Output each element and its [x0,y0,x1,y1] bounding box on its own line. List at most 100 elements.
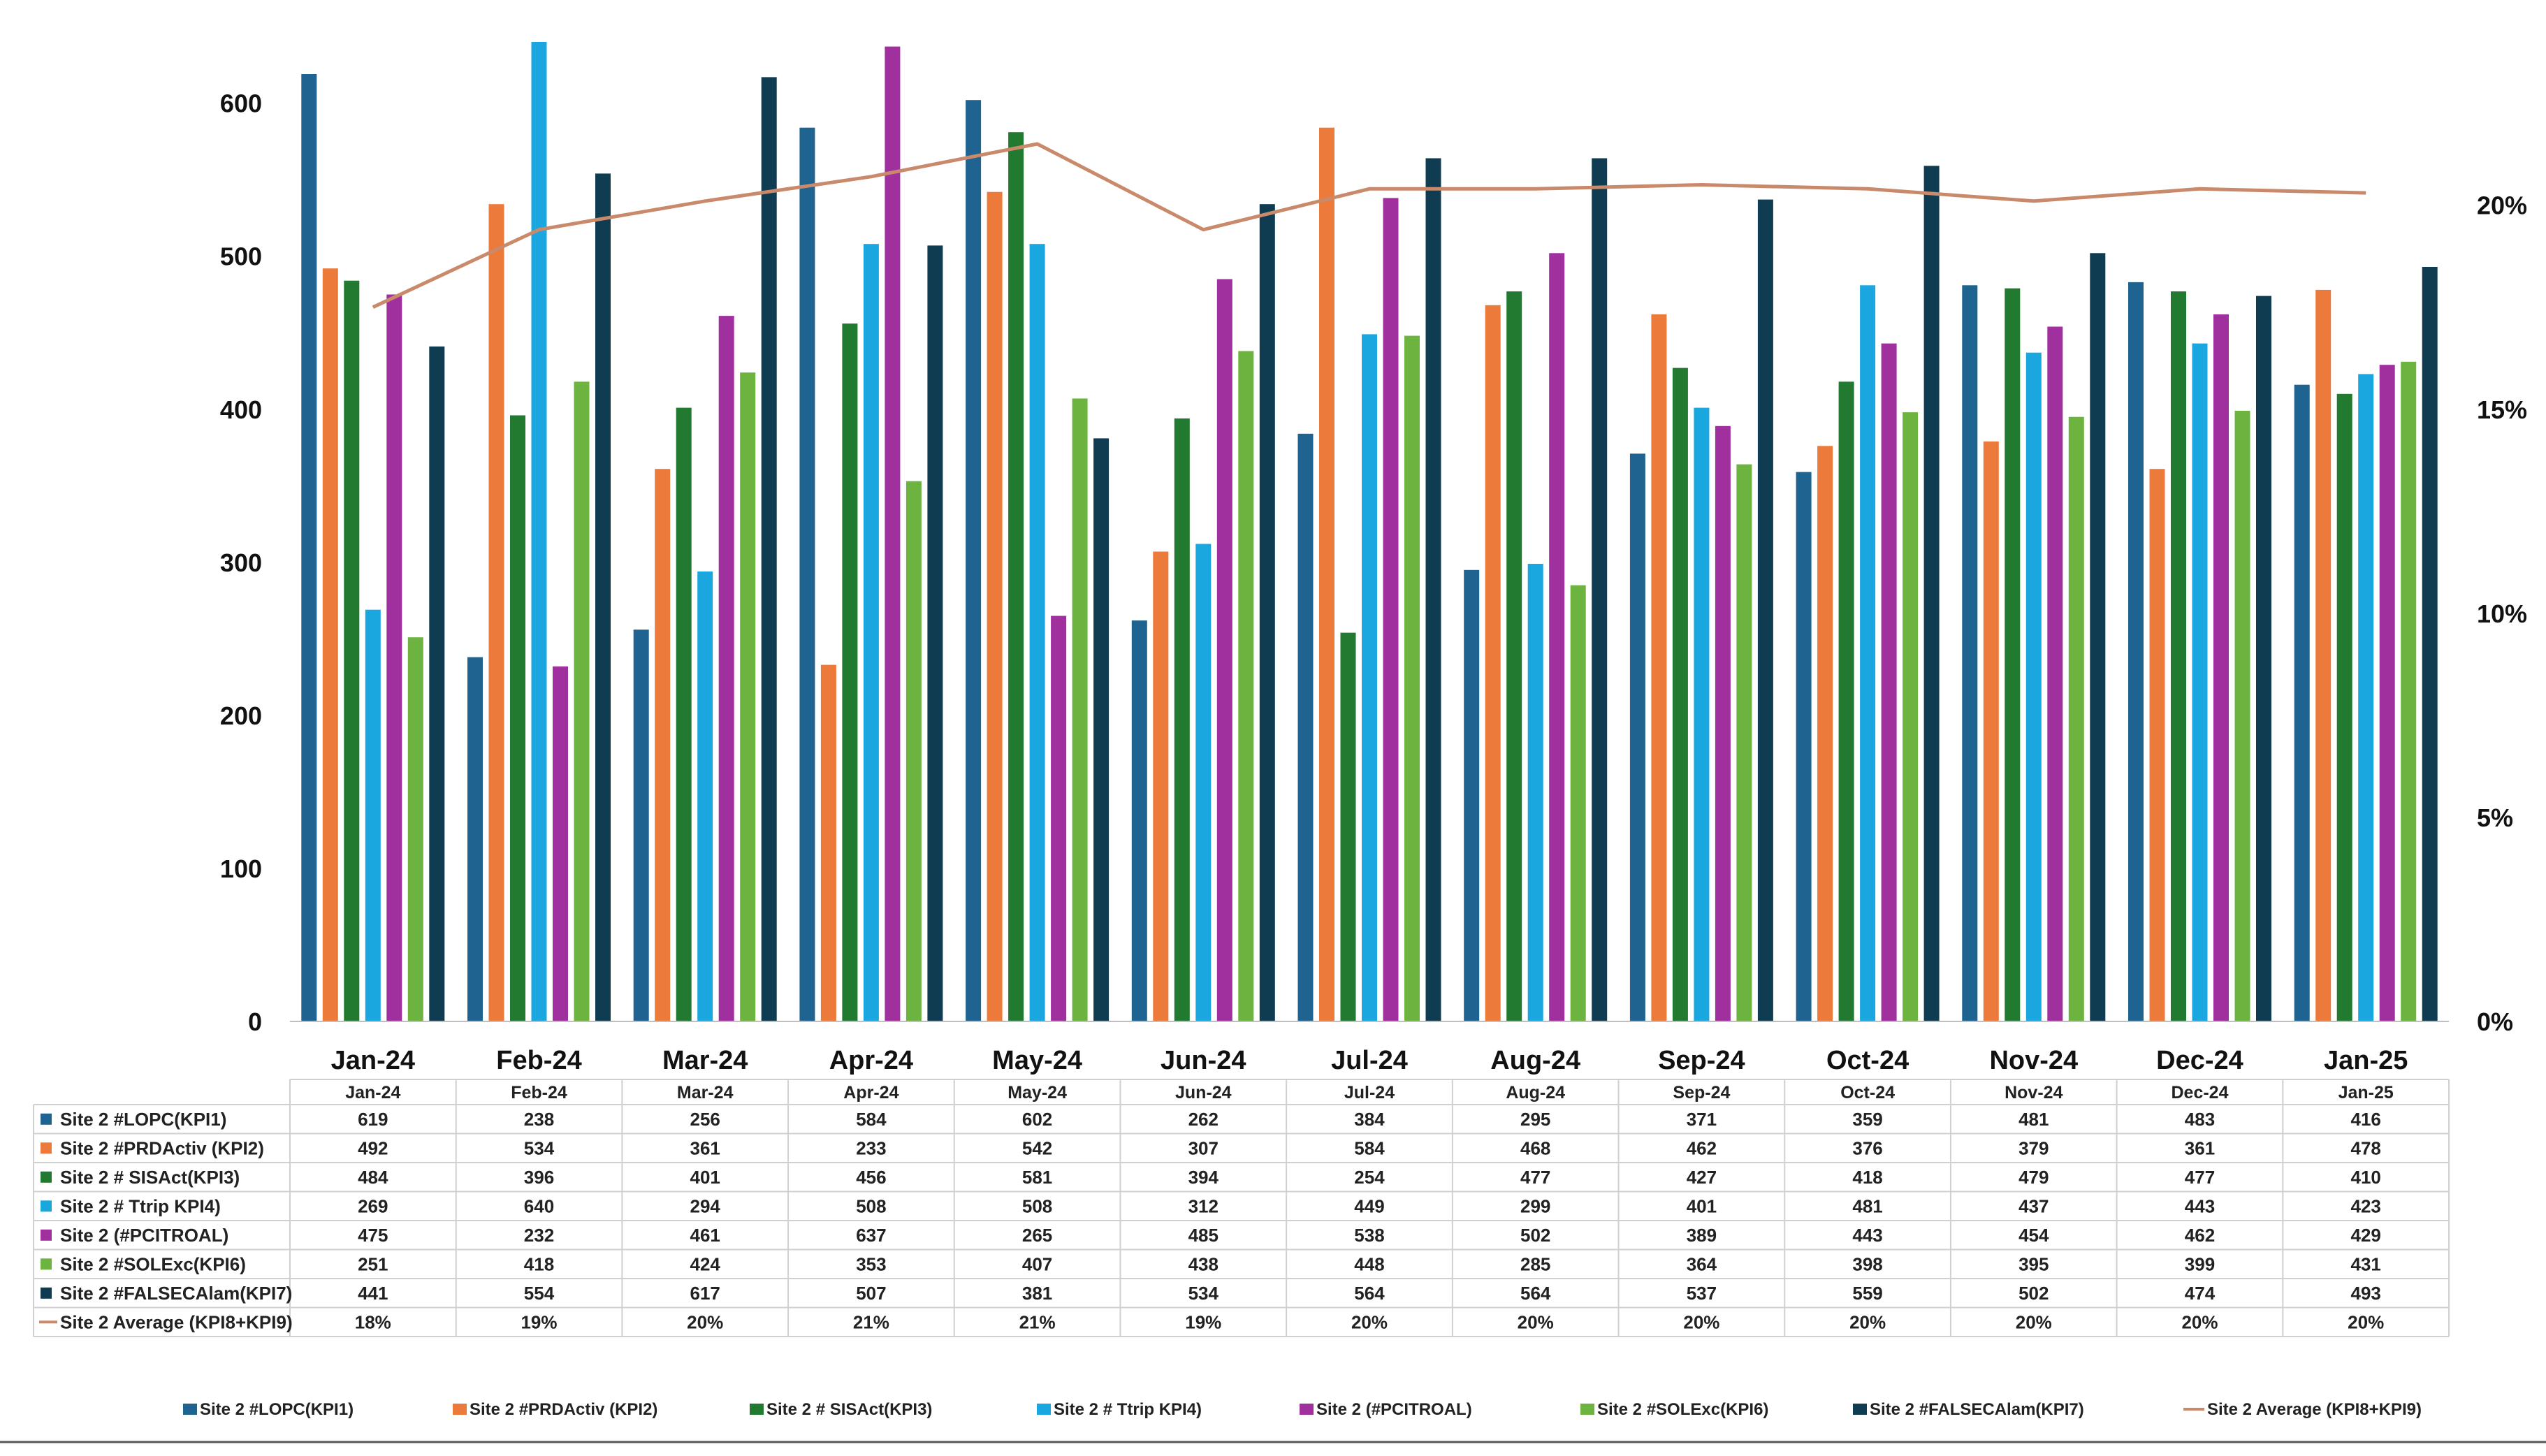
table-cell-site-2-solexc-kpi6-jun-24: 438 [1188,1253,1219,1274]
table-rowlabel-site-2-average-kpi8-kpi9: Site 2 Average (KPI8+KPI9) [60,1311,293,1332]
bar-site-2-prdactiv-kpi2-mar-24 [655,469,670,1021]
table-cell-site-2-solexc-kpi6-nov-24: 395 [2018,1253,2049,1274]
table-cell-site-2-sisact-kpi3-nov-24: 479 [2018,1167,2049,1188]
legend-label-site-2-pcitroal: Site 2 (#PCITROAL) [1316,1400,1472,1419]
table-cell-site-2-falsecalam-kpi7-dec-24: 474 [2185,1283,2216,1304]
bar-site-2-falsecalam-kpi7-aug-24 [1592,159,1607,1022]
table-cell-site-2-ttrip-kpi4-dec-24: 443 [2185,1195,2215,1216]
bar-site-2-sisact-kpi3-aug-24 [1506,291,1522,1021]
table-cell-site-2-falsecalam-kpi7-oct-24: 559 [1852,1283,1882,1304]
bar-site-2-lopc-kpi1-jan-25 [2294,385,2310,1021]
table-cell-site-2-pcitroal-dec-24: 462 [2185,1225,2215,1246]
bar-site-2-sisact-kpi3-nov-24 [2005,289,2020,1021]
table-cell-site-2-sisact-kpi3-jun-24: 394 [1188,1167,1219,1188]
table-cell-site-2-solexc-kpi6-aug-24: 285 [1520,1253,1550,1274]
bar-site-2-sisact-kpi3-apr-24 [842,323,857,1021]
bar-site-2-solexc-kpi6-aug-24 [1571,585,1586,1021]
table-cell-site-2-solexc-kpi6-jul-24: 448 [1354,1253,1384,1274]
bar-site-2-lopc-kpi1-mar-24 [634,629,649,1021]
x-tick-oct-24: Oct-24 [1826,1046,1909,1075]
x-tick-may-24: May-24 [992,1046,1082,1075]
table-cell-site-2-sisact-kpi3-oct-24: 418 [1852,1167,1882,1188]
table-cell-site-2-solexc-kpi6-oct-24: 398 [1852,1253,1882,1274]
table-cell-site-2-prdactiv-kpi2-jun-24: 307 [1188,1137,1219,1158]
table-cell-site-2-pcitroal-jul-24: 538 [1354,1225,1384,1246]
x-tick-dec-24: Dec-24 [2156,1046,2243,1075]
table-cell-site-2-pcitroal-jan-24: 475 [358,1225,388,1246]
table-key-site-2-lopc-kpi1 [41,1114,52,1125]
table-cell-site-2-prdactiv-kpi2-nov-24: 379 [2018,1137,2049,1158]
table-cell-site-2-ttrip-kpi4-oct-24: 481 [1852,1195,1882,1216]
bar-site-2-prdactiv-kpi2-dec-24 [2150,469,2165,1021]
bar-site-2-falsecalam-kpi7-oct-24 [1924,166,1940,1021]
bar-site-2-solexc-kpi6-jan-24 [408,637,423,1021]
bar-site-2-sisact-kpi3-oct-24 [1839,381,1854,1021]
table-cell-site-2-falsecalam-kpi7-feb-24: 554 [524,1283,555,1304]
table-cell-site-2-pcitroal-jun-24: 485 [1188,1225,1219,1246]
table-cell-site-2-falsecalam-kpi7-sep-24: 537 [1687,1283,1717,1304]
legend-label-site-2-lopc-kpi1: Site 2 #LOPC(KPI1) [200,1400,354,1419]
table-cell-site-2-sisact-kpi3-jul-24: 254 [1354,1167,1385,1188]
table-cell-site-2-average-kpi8-kpi9-aug-24: 20% [1518,1311,1554,1332]
bar-site-2-sisact-kpi3-may-24 [1008,132,1024,1021]
bar-site-2-prdactiv-kpi2-nov-24 [1984,442,1999,1021]
table-cell-site-2-prdactiv-kpi2-jul-24: 584 [1354,1137,1385,1158]
x-tick-mar-24: Mar-24 [662,1046,748,1075]
table-cell-site-2-pcitroal-aug-24: 502 [1520,1225,1550,1246]
bar-site-2-prdactiv-kpi2-aug-24 [1485,305,1501,1021]
table-header-jan-25: Jan-25 [2338,1083,2394,1102]
bar-site-2-ttrip-kpi4-mar-24 [697,572,713,1021]
bar-site-2-solexc-kpi6-may-24 [1072,398,1088,1021]
bar-site-2-ttrip-kpi4-aug-24 [1528,564,1543,1021]
table-cell-site-2-lopc-kpi1-mar-24: 256 [690,1109,720,1130]
table-cell-site-2-sisact-kpi3-jan-25: 410 [2351,1167,2381,1188]
table-cell-site-2-lopc-kpi1-aug-24: 295 [1520,1109,1550,1130]
bar-site-2-prdactiv-kpi2-may-24 [987,192,1003,1021]
table-cell-site-2-prdactiv-kpi2-aug-24: 468 [1520,1137,1550,1158]
table-cell-site-2-average-kpi8-kpi9-apr-24: 21% [853,1311,889,1332]
table-cell-site-2-average-kpi8-kpi9-mar-24: 20% [687,1311,723,1332]
table-cell-site-2-ttrip-kpi4-may-24: 508 [1022,1195,1052,1216]
table-cell-site-2-average-kpi8-kpi9-feb-24: 19% [521,1311,557,1332]
table-cell-site-2-sisact-kpi3-may-24: 581 [1022,1167,1052,1188]
x-tick-aug-24: Aug-24 [1490,1046,1580,1075]
bar-site-2-sisact-kpi3-jun-24 [1174,418,1190,1021]
table-cell-site-2-lopc-kpi1-may-24: 602 [1022,1109,1052,1130]
bar-site-2-prdactiv-kpi2-oct-24 [1817,446,1833,1021]
table-cell-site-2-prdactiv-kpi2-dec-24: 361 [2185,1137,2215,1158]
bar-site-2-falsecalam-kpi7-may-24 [1093,438,1109,1021]
table-cell-site-2-average-kpi8-kpi9-nov-24: 20% [2016,1311,2052,1332]
table-cell-site-2-average-kpi8-kpi9-jan-25: 20% [2348,1311,2384,1332]
table-cell-site-2-pcitroal-mar-24: 461 [690,1225,720,1246]
table-rowlabel-site-2-ttrip-kpi4: Site 2 # Ttrip KPI4) [60,1195,221,1216]
table-cell-site-2-lopc-kpi1-jun-24: 262 [1188,1109,1219,1130]
bar-site-2-lopc-kpi1-may-24 [966,100,981,1021]
bar-site-2-ttrip-kpi4-oct-24 [1860,285,1875,1021]
table-cell-site-2-prdactiv-kpi2-apr-24: 233 [856,1137,886,1158]
legend-key-site-2-pcitroal [1300,1404,1314,1415]
table-cell-site-2-prdactiv-kpi2-may-24: 542 [1022,1137,1052,1158]
y-tick-400: 400 [220,395,262,424]
bar-site-2-pcitroal-may-24 [1051,616,1066,1022]
bar-site-2-ttrip-kpi4-dec-24 [2192,344,2208,1021]
table-cell-site-2-average-kpi8-kpi9-oct-24: 20% [1849,1311,1886,1332]
table-cell-site-2-ttrip-kpi4-apr-24: 508 [856,1195,886,1216]
table-header-aug-24: Aug-24 [1506,1083,1565,1102]
table-cell-site-2-sisact-kpi3-jan-24: 484 [358,1167,388,1188]
bar-site-2-ttrip-kpi4-jan-25 [2358,374,2373,1021]
table-cell-site-2-sisact-kpi3-sep-24: 427 [1687,1167,1717,1188]
table-cell-site-2-ttrip-kpi4-mar-24: 294 [690,1195,721,1216]
bar-site-2-ttrip-kpi4-apr-24 [864,244,879,1021]
table-key-site-2-falsecalam-kpi7 [41,1288,52,1299]
bar-site-2-prdactiv-kpi2-sep-24 [1651,314,1666,1021]
table-cell-site-2-falsecalam-kpi7-apr-24: 507 [856,1283,886,1304]
table-key-site-2-ttrip-kpi4 [41,1200,52,1211]
bar-site-2-falsecalam-kpi7-apr-24 [927,245,943,1021]
bar-site-2-lopc-kpi1-oct-24 [1796,472,1812,1021]
bar-site-2-sisact-kpi3-dec-24 [2171,291,2186,1021]
legend-key-site-2-solexc-kpi6 [1580,1404,1594,1415]
table-cell-site-2-falsecalam-kpi7-aug-24: 564 [1520,1283,1551,1304]
table-cell-site-2-solexc-kpi6-sep-24: 364 [1687,1253,1717,1274]
bar-site-2-solexc-kpi6-feb-24 [574,381,590,1021]
bar-site-2-lopc-kpi1-dec-24 [2128,282,2144,1021]
